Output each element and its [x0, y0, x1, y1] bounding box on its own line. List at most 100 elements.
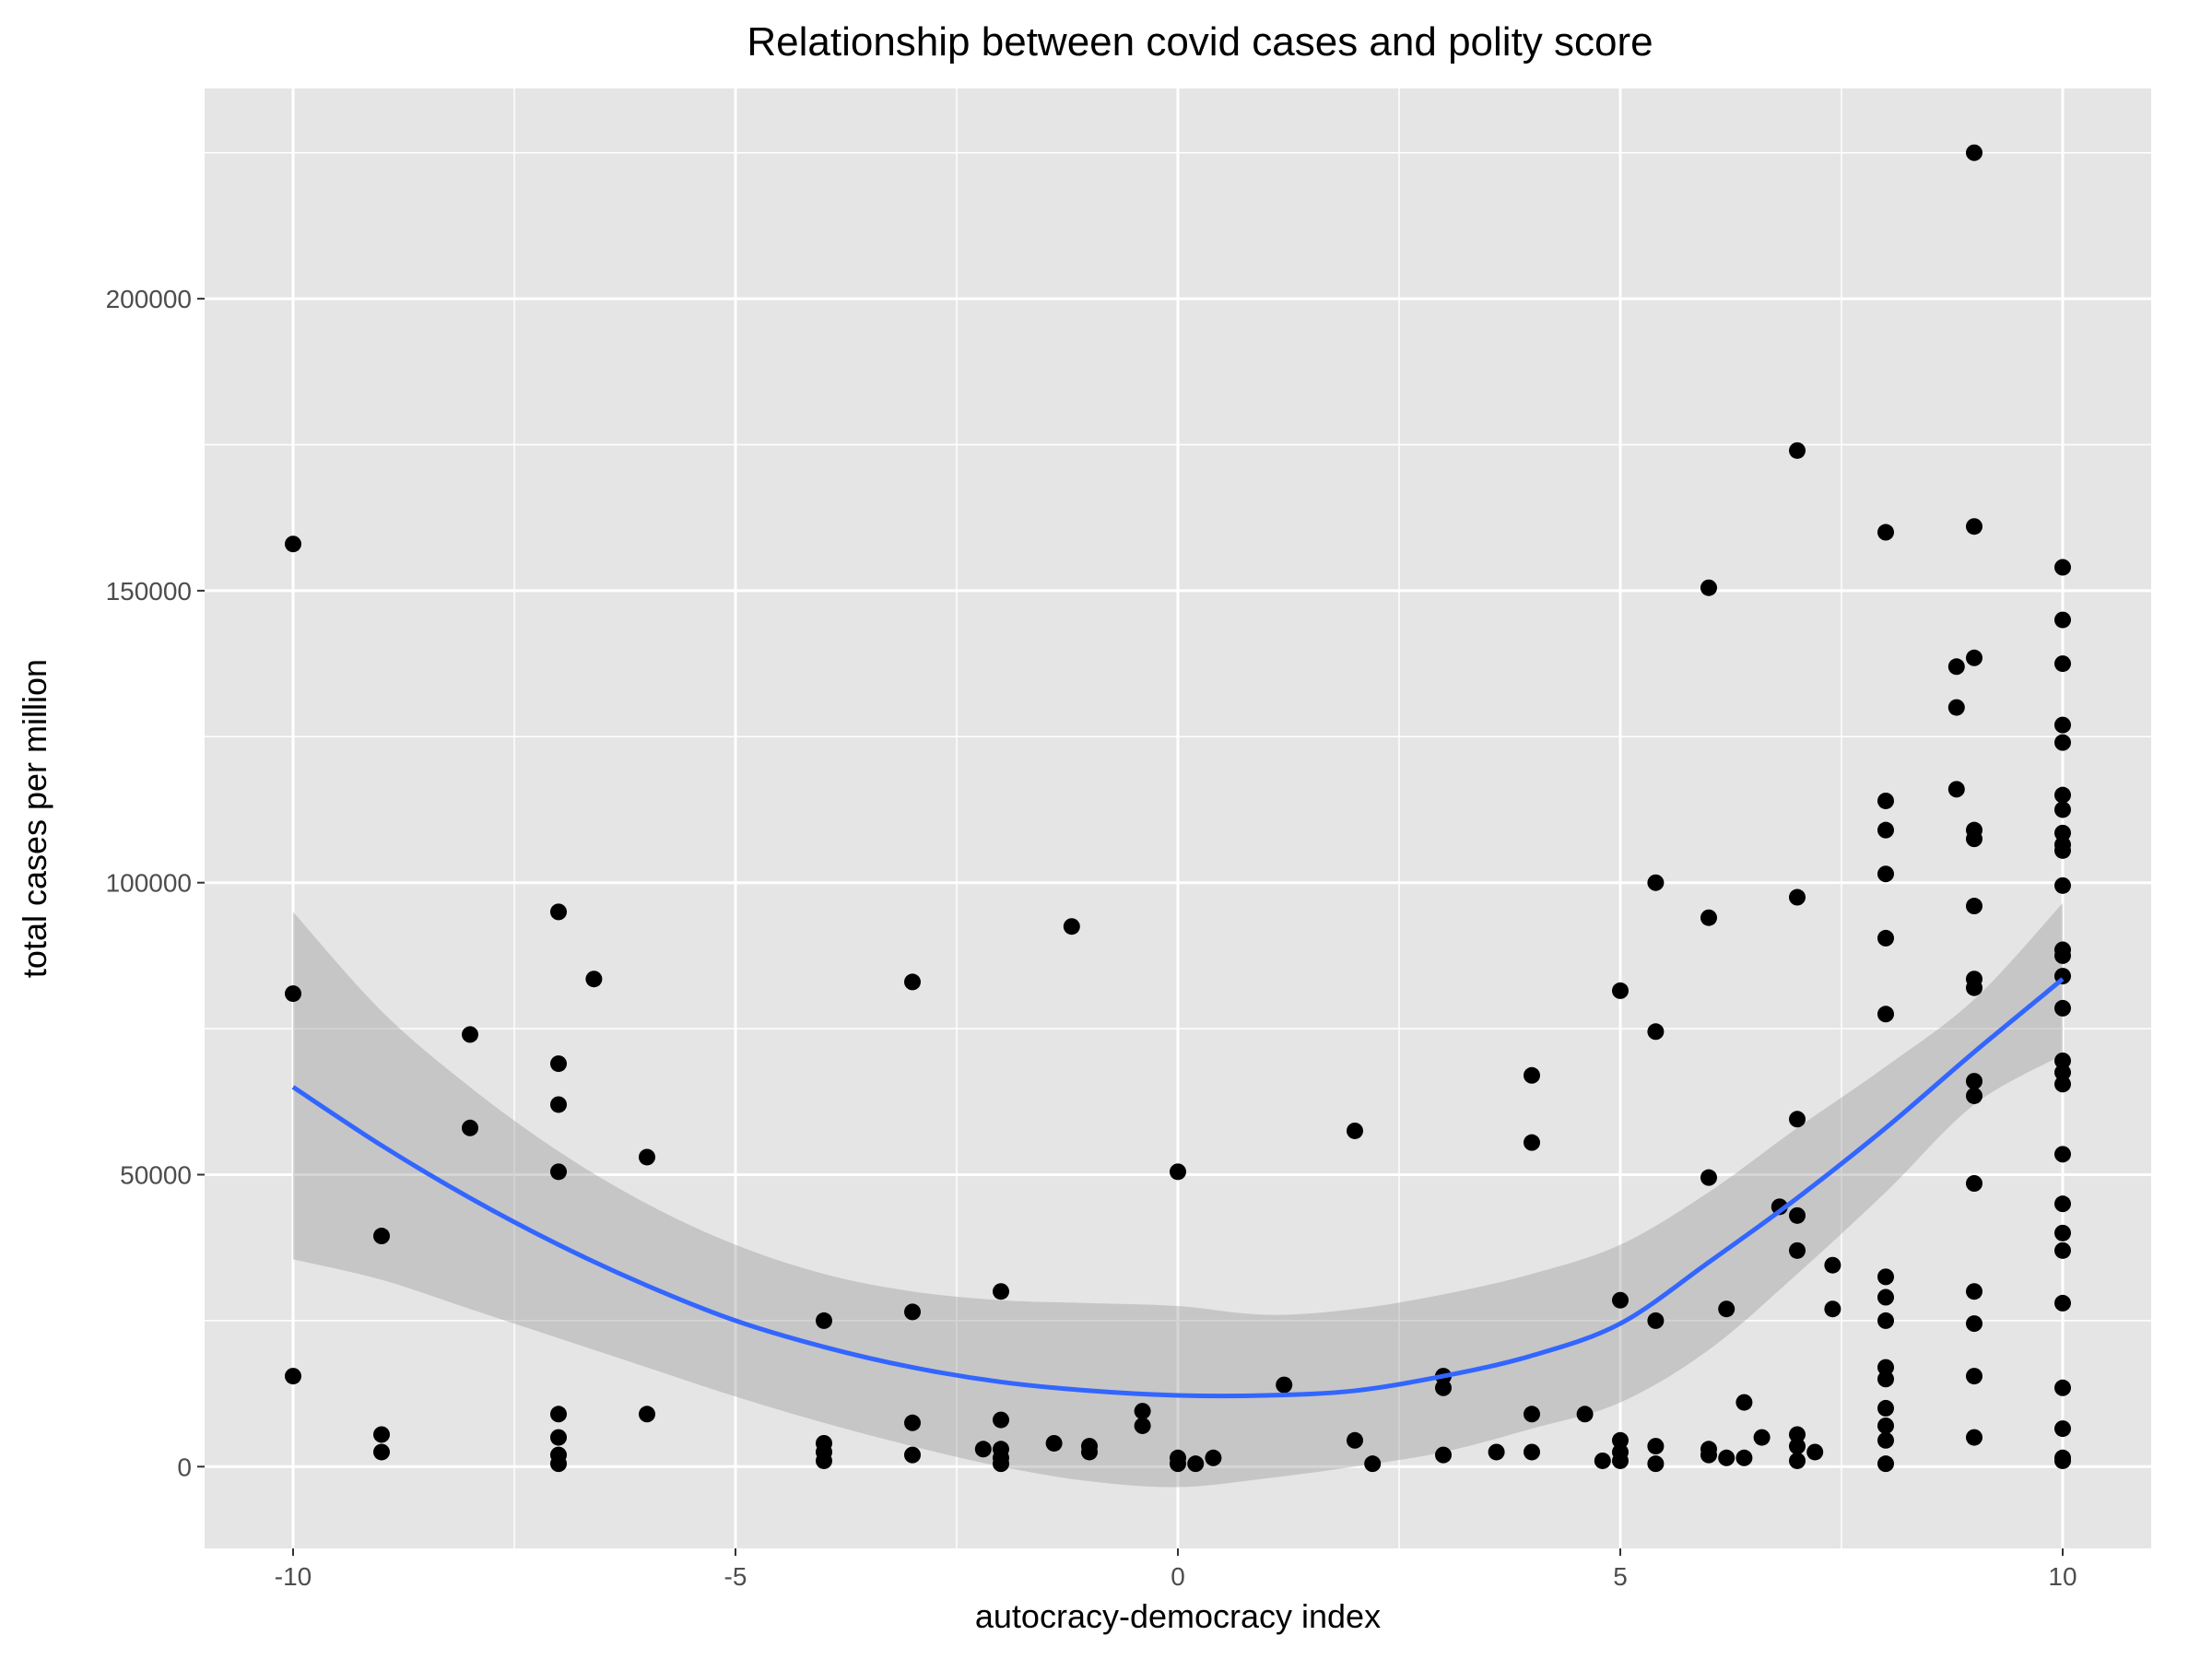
data-point — [904, 1446, 921, 1464]
data-point — [974, 1441, 992, 1458]
data-point — [1877, 1417, 1894, 1434]
data-point — [2054, 999, 2071, 1017]
data-point — [1877, 865, 1894, 883]
data-point — [1735, 1449, 1753, 1466]
data-point — [1134, 1417, 1151, 1434]
data-point — [2054, 1076, 2071, 1093]
chart-title: Relationship between covid cases and pol… — [747, 19, 1653, 65]
data-point — [285, 1368, 301, 1385]
data-point — [585, 971, 603, 988]
data-point — [1647, 874, 1665, 891]
data-point — [1612, 1291, 1629, 1309]
data-point — [2054, 1052, 2071, 1069]
data-point — [1524, 1406, 1540, 1423]
data-point — [1700, 909, 1717, 926]
data-point — [1966, 649, 1983, 666]
data-point — [1347, 1122, 1363, 1139]
data-point — [1966, 1087, 1983, 1104]
data-point — [2054, 1241, 2071, 1259]
data-point — [1789, 1438, 1806, 1455]
y-tick-label: 150000 — [106, 577, 192, 606]
data-point — [1966, 1429, 1983, 1446]
data-point — [1700, 579, 1717, 596]
data-point — [1966, 898, 1983, 915]
data-point — [904, 1303, 921, 1321]
data-point — [1347, 1431, 1363, 1449]
data-point — [2054, 801, 2071, 818]
data-point — [1789, 888, 1806, 906]
data-point — [1753, 1429, 1771, 1446]
data-point — [1700, 1169, 1717, 1186]
data-point — [1187, 1455, 1205, 1473]
data-point — [639, 1148, 655, 1166]
data-point — [1877, 1431, 1894, 1449]
data-point — [1966, 1073, 1983, 1090]
data-point — [1877, 1006, 1894, 1023]
data-point — [816, 1452, 832, 1469]
smooth-line — [291, 977, 2065, 1399]
data-point — [1735, 1394, 1753, 1411]
data-point — [1718, 1449, 1735, 1466]
data-point — [2054, 559, 2071, 576]
data-point — [462, 1119, 478, 1136]
data-point — [2054, 611, 2071, 629]
data-point — [1789, 1426, 1806, 1443]
data-point — [550, 1455, 567, 1473]
data-point — [993, 1455, 1009, 1473]
x-tick-label: -5 — [724, 1562, 747, 1591]
data-point — [1524, 1134, 1540, 1151]
data-point — [1718, 1300, 1735, 1318]
data-point — [1170, 1163, 1186, 1181]
data-point — [285, 535, 301, 553]
y-axis: 0 50000 100000 150000 200000 — [106, 285, 205, 1481]
data-point — [1966, 1283, 1983, 1300]
x-tick-label: 5 — [1613, 1562, 1628, 1591]
data-point — [1789, 1241, 1806, 1259]
data-point — [1789, 1206, 1806, 1224]
data-point — [1966, 1368, 1983, 1385]
data-point — [2054, 1195, 2071, 1213]
data-point — [993, 1411, 1009, 1429]
data-point — [1877, 1399, 1894, 1417]
data-point — [1647, 1312, 1665, 1329]
data-point — [1063, 918, 1080, 935]
data-point — [1276, 1376, 1293, 1394]
data-point — [1966, 979, 1983, 996]
data-point — [1877, 929, 1894, 947]
data-point — [373, 1228, 390, 1245]
data-point — [1789, 1111, 1806, 1128]
data-point — [1947, 699, 1965, 716]
data-point — [1877, 1288, 1894, 1306]
data-point — [1700, 1446, 1717, 1464]
data-point — [1824, 1300, 1841, 1318]
data-point — [2054, 786, 2071, 804]
data-point — [1612, 1452, 1629, 1469]
data-point — [2054, 716, 2071, 734]
data-point — [550, 903, 567, 921]
data-point — [1576, 1406, 1594, 1423]
data-point — [1647, 1023, 1665, 1041]
data-point — [1966, 830, 1983, 848]
data-point — [2054, 655, 2071, 673]
data-point — [550, 1163, 567, 1181]
y-tick-label: 200000 — [106, 285, 192, 313]
data-point — [1877, 524, 1894, 541]
data-point — [1966, 144, 1983, 161]
data-point — [550, 1096, 567, 1113]
data-point — [1364, 1455, 1382, 1473]
data-point — [550, 1406, 567, 1423]
data-point — [1877, 1268, 1894, 1286]
data-point — [1877, 1371, 1894, 1388]
data-point — [1877, 1359, 1894, 1376]
data-point — [1877, 1312, 1894, 1329]
data-point — [1524, 1443, 1540, 1461]
data-point — [904, 1414, 921, 1431]
y-tick-label: 0 — [177, 1453, 192, 1481]
data-point — [2054, 877, 2071, 894]
data-point — [285, 985, 301, 1003]
data-point — [1488, 1443, 1505, 1461]
data-point — [1947, 781, 1965, 798]
data-point — [1081, 1443, 1098, 1461]
confidence-band — [293, 902, 2063, 1488]
data-point — [1947, 658, 1965, 676]
